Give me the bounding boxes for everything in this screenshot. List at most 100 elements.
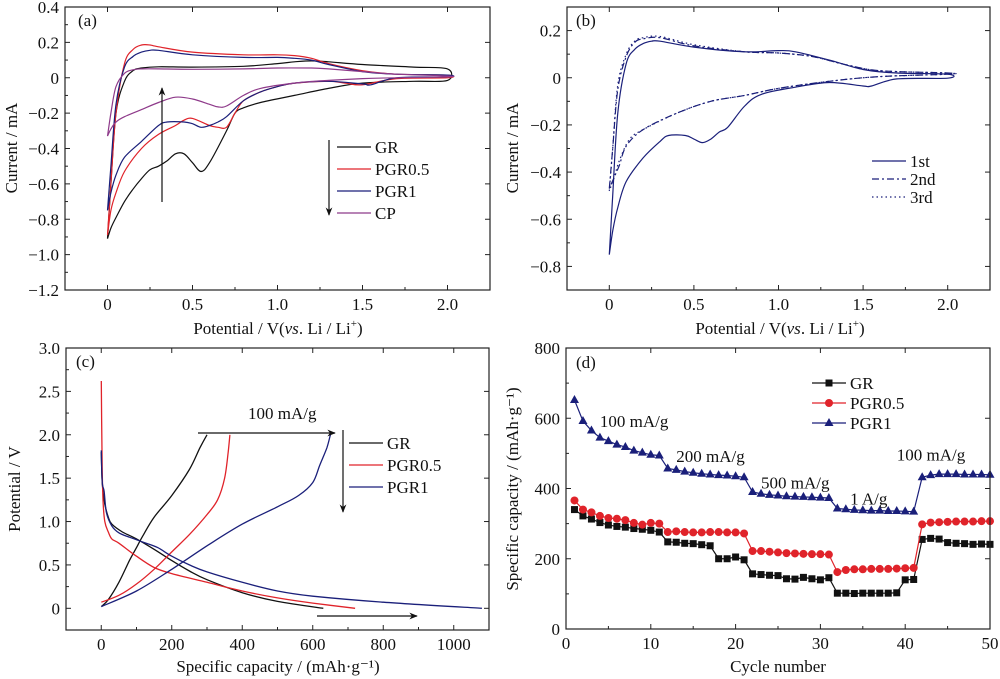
- x-tick-label: 0.5: [182, 295, 203, 314]
- xlabel-part: . Li / Li: [801, 319, 853, 338]
- legend-label: 3rd: [910, 188, 933, 207]
- x-tick-label: 0: [97, 635, 106, 654]
- data-point-gr: [672, 538, 680, 546]
- panel-b-xlabel: Potential / V(vs. Li / Li+): [695, 318, 864, 338]
- data-point-gr: [969, 540, 977, 548]
- data-point-pgr1: [739, 472, 749, 481]
- panel-b-ticks: 0 0.5 1.0 1.5 2.0 0.2 0 −0.2 −0.4 −0.6 −0.8: [530, 7, 990, 314]
- xlabel-part-italic: vs: [787, 319, 802, 338]
- data-point-gr: [978, 540, 986, 548]
- legend-label: GR: [387, 434, 411, 453]
- panel-label-c: (c): [76, 352, 95, 371]
- data-point-pgr0-5: [604, 514, 613, 523]
- data-point-pgr0-5: [570, 496, 579, 505]
- x-tick-label: 2.0: [937, 295, 958, 314]
- data-point-gr: [723, 555, 731, 563]
- data-point-pgr0-5: [850, 565, 859, 574]
- data-point-pgr0-5: [638, 520, 647, 529]
- legend-label: 2nd: [910, 170, 936, 189]
- data-point-gr: [782, 575, 790, 583]
- data-point-pgr0-5: [697, 528, 706, 537]
- data-point-gr: [647, 526, 655, 534]
- data-point-pgr0-5: [689, 528, 698, 537]
- y-tick-label: 2.5: [39, 382, 60, 401]
- data-point-pgr1: [934, 469, 944, 478]
- series-3rd: [608, 35, 957, 192]
- data-point-pgr1: [688, 467, 698, 476]
- data-point-gr: [740, 556, 748, 564]
- panel-a-xlabel: Potential / V(vs. Li / Li+): [193, 318, 362, 338]
- y-tick-label: 0: [552, 620, 561, 639]
- data-point-pgr1: [900, 506, 910, 515]
- data-point-gr: [596, 519, 604, 527]
- xlabel-superscript: +: [853, 318, 859, 330]
- data-point-pgr1: [637, 447, 647, 456]
- data-point-gr: [842, 589, 850, 597]
- series-gr: [570, 506, 994, 598]
- data-point-pgr0-5: [918, 520, 927, 529]
- data-point-pgr1: [671, 464, 681, 473]
- data-point-pgr0-5: [672, 527, 681, 536]
- panel-c-ticks: 0 200 400 600 800 1000 3.0 2.5 2.0 1.5 1.0 0.5 0: [39, 339, 489, 654]
- data-point-pgr0-5: [799, 549, 808, 558]
- y-tick-label: 600: [535, 409, 561, 428]
- panel-d-annotations: 100 mA/g 200 mA/g 500 mA/g 1 A/g 100 mA/g: [600, 412, 966, 508]
- data-point-gr: [893, 589, 901, 597]
- data-point-pgr0-5: [782, 549, 791, 558]
- data-point-pgr1: [620, 442, 630, 451]
- data-point-pgr1: [603, 436, 613, 445]
- series-pgr0-5: [570, 496, 994, 577]
- legend-marker-pgr1: [824, 418, 834, 426]
- data-point-pgr1: [951, 469, 961, 478]
- rate-annotation: 100 mA/g: [600, 412, 669, 431]
- legend-item: PGR1: [337, 182, 417, 201]
- x-tick-label: 0: [605, 295, 614, 314]
- data-point-gr: [698, 541, 706, 549]
- panel-d-xlabel: Cycle number: [730, 657, 826, 676]
- series-pgr1: [106, 49, 455, 211]
- panel-b-ylabel: Current / mA: [503, 102, 522, 193]
- panel-c-xlabel: Specific capacity / (mAh·g⁻¹): [176, 657, 379, 676]
- series-pgr1-discharge: [100, 450, 482, 609]
- legend-marker-gr: [825, 379, 833, 387]
- panel-c-legend: GR PGR0.5 PGR1: [349, 434, 441, 497]
- data-point-pgr0-5: [867, 564, 876, 573]
- data-point-pgr0-5: [901, 564, 910, 573]
- series-cp: [106, 67, 455, 137]
- legend-item: PGR0.5: [812, 394, 904, 413]
- data-point-pgr0-5: [621, 516, 630, 525]
- data-point-pgr0-5: [969, 517, 978, 526]
- data-point-pgr0-5: [943, 517, 952, 526]
- data-point-gr: [587, 515, 595, 523]
- data-point-pgr1: [629, 445, 639, 454]
- series-1st: [608, 40, 955, 255]
- panel-c: (c) 0 200 400 600 800 10003.02.52.01.51.00.50…: [5, 339, 490, 676]
- data-point-pgr0-5: [663, 528, 672, 537]
- legend-label: 1st: [910, 152, 930, 171]
- y-tick-label: 1.0: [39, 513, 60, 532]
- data-point-pgr0-5: [858, 565, 867, 574]
- panel-label-d: (d): [576, 353, 596, 372]
- data-point-pgr1: [790, 491, 800, 500]
- y-tick-label: −0.4: [28, 140, 59, 159]
- data-point-gr: [918, 535, 926, 543]
- data-point-pgr0-5: [977, 517, 986, 526]
- legend-label: PGR1: [850, 414, 892, 433]
- x-tick-label: 0.5: [683, 295, 704, 314]
- data-point-pgr1: [909, 506, 919, 515]
- data-point-pgr1: [680, 466, 690, 475]
- data-point-pgr0-5: [884, 564, 893, 573]
- data-point-gr: [808, 575, 816, 583]
- legend-item: 1st: [872, 152, 930, 171]
- data-point-gr: [732, 553, 740, 561]
- data-point-gr: [689, 540, 697, 548]
- data-point-pgr0-5: [935, 518, 944, 527]
- data-point-gr: [715, 555, 723, 563]
- series-gr-charge: [100, 434, 208, 608]
- data-point-pgr1: [926, 470, 936, 479]
- y-tick-label: 3.0: [39, 339, 60, 358]
- y-tick-label: −0.4: [530, 163, 561, 182]
- x-tick-label: 800: [371, 635, 397, 654]
